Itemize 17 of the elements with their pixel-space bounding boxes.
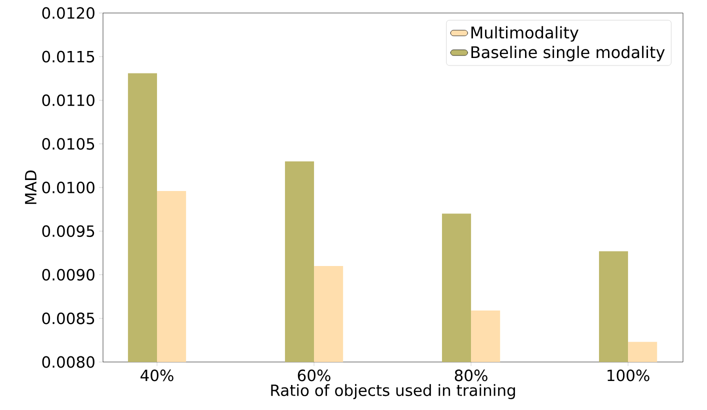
y-tick-label: 0.0105	[42, 138, 94, 150]
x-tick-label: 80%	[454, 370, 488, 382]
y-tick-label: 0.0085	[42, 312, 94, 324]
legend-label: Multimodality	[471, 26, 578, 42]
y-tick-label: 0.0110	[42, 94, 94, 106]
y-tick-label: 0.0115	[42, 50, 94, 62]
y-tick-label: 0.0100	[42, 182, 94, 194]
x-tick-label: 40%	[140, 370, 174, 382]
x-tick-label: 100%	[608, 370, 650, 382]
y-tick-label: 0.0080	[42, 356, 94, 368]
y-tick-label: 0.0090	[42, 268, 94, 281]
y-tick-label: 0.0120	[42, 7, 94, 19]
y-axis-title: MAD	[25, 170, 36, 204]
x-axis-title: Ratio of objects used in training	[271, 384, 515, 400]
legend-label: Baseline single modality	[471, 46, 665, 62]
y-tick-label: 0.0095	[42, 225, 94, 237]
x-tick-label: 60%	[298, 370, 330, 382]
